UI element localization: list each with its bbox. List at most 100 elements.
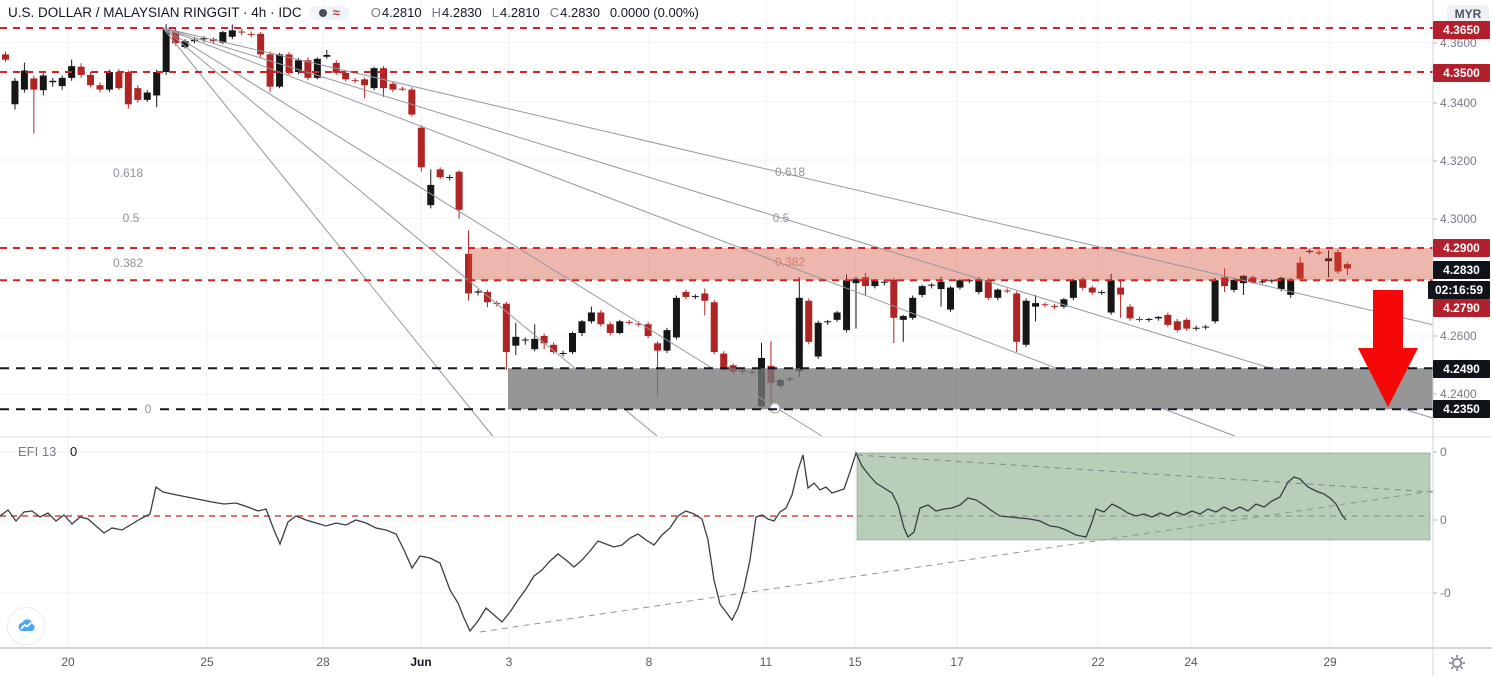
candle-body: [238, 31, 246, 33]
time-axis-label[interactable]: 8: [645, 655, 653, 669]
time-axis-label[interactable]: 22: [1091, 655, 1105, 669]
approx-data-icon: ≈: [332, 4, 340, 20]
candle-body: [257, 33, 265, 55]
candle-body: [30, 78, 38, 90]
candle-body: [720, 353, 728, 370]
candle-body: [58, 77, 66, 87]
candle-body: [1202, 326, 1210, 328]
candle-body: [701, 293, 709, 301]
time-axis-label[interactable]: 15: [848, 655, 862, 669]
demand-zone[interactable]: [508, 368, 1433, 410]
price-axis-label[interactable]: 4.2400: [1440, 387, 1477, 401]
timezone-settings-button[interactable]: [1447, 653, 1467, 673]
candle-body: [691, 296, 699, 298]
candle-body: [1060, 299, 1068, 307]
candle-body: [625, 321, 633, 323]
efi-axis-label[interactable]: -0: [1440, 586, 1451, 600]
price-axis-label[interactable]: 4.3200: [1440, 154, 1477, 168]
candle-body: [1145, 318, 1153, 320]
fib-fan-line[interactable]: [162, 27, 823, 437]
price-level-badge: 4.3500: [1433, 64, 1490, 82]
data-mode-pill[interactable]: ≈: [309, 4, 349, 20]
candle-body: [824, 321, 832, 323]
efi-axis-label[interactable]: 0: [1440, 445, 1447, 459]
cloud-chart-icon: [18, 619, 35, 631]
candle-body: [1183, 319, 1191, 329]
candle-body: [1334, 252, 1342, 272]
candle-body: [143, 92, 151, 100]
candle-body: [398, 88, 406, 90]
candle-body: [181, 41, 189, 48]
candle-body: [1296, 262, 1304, 279]
fib-level-label: 0.382: [112, 256, 144, 270]
candle-body: [361, 79, 369, 86]
time-axis-label[interactable]: 3: [505, 655, 513, 669]
fib-fan-line[interactable]: [162, 27, 1434, 419]
candle-body: [521, 339, 529, 341]
candle-body: [606, 324, 614, 334]
gear-icon: [1449, 655, 1465, 671]
candle-body: [1211, 280, 1219, 322]
down-arrow-annotation[interactable]: [1358, 290, 1418, 407]
candle-body: [947, 287, 954, 310]
candle-body: [928, 284, 936, 286]
candle-body: [1117, 287, 1125, 295]
candle-body: [1230, 279, 1238, 290]
candle-body: [597, 312, 605, 325]
fib-fan-line[interactable]: [162, 27, 658, 437]
candle-body: [285, 54, 293, 72]
candle-body: [49, 80, 57, 83]
candle-body: [1136, 318, 1143, 320]
candle-body: [833, 312, 841, 320]
candle-body: [1088, 287, 1096, 293]
efi-highlight-box[interactable]: [856, 452, 1431, 541]
candle-body: [294, 60, 302, 72]
candle-body: [899, 316, 907, 320]
time-axis-label[interactable]: 20: [61, 655, 75, 669]
market-status-dot-icon: [318, 8, 327, 17]
supply-zone[interactable]: [468, 247, 1433, 281]
time-axis-label[interactable]: Jun: [410, 655, 432, 669]
indicator-name: EFI 13: [18, 444, 57, 459]
candle-body: [342, 72, 350, 80]
fib-fan-line[interactable]: [162, 27, 493, 437]
change-value: 0.0000 (0.00%): [609, 5, 699, 20]
candle-body: [87, 74, 95, 86]
candle-body: [408, 89, 416, 115]
candle-body: [172, 30, 180, 44]
candle-body: [540, 335, 548, 344]
symbol-title[interactable]: U.S. DOLLAR / MALAYSIAN RINGGIT · 4h · I…: [8, 5, 302, 20]
candle-body: [644, 324, 652, 336]
publish-cloud-button[interactable]: [7, 607, 45, 645]
candle-body: [1013, 293, 1021, 342]
candle-body: [616, 321, 624, 334]
time-axis-label[interactable]: 24: [1184, 655, 1198, 669]
currency-badge[interactable]: MYR: [1447, 5, 1489, 23]
price-axis-label[interactable]: 4.3600: [1440, 36, 1477, 50]
fib-level-label: 0.618: [112, 166, 144, 180]
price-axis-label[interactable]: 4.3400: [1440, 96, 1477, 110]
symbol-legend[interactable]: U.S. DOLLAR / MALAYSIAN RINGGIT · 4h · I…: [8, 5, 699, 20]
indicator-legend[interactable]: EFI 13 0: [18, 444, 77, 459]
time-axis-label[interactable]: 17: [950, 655, 964, 669]
efi-descending-trendline[interactable]: [856, 454, 1434, 493]
time-axis-label[interactable]: 11: [759, 655, 773, 669]
candle-body: [1032, 303, 1040, 307]
fib-fan-line[interactable]: [162, 27, 1434, 326]
time-axis-label[interactable]: 29: [1323, 655, 1337, 669]
candle-body: [852, 278, 860, 284]
candle-body: [578, 321, 586, 334]
time-axis-label[interactable]: 28: [316, 655, 330, 669]
candle-body: [890, 279, 898, 318]
price-axis-label[interactable]: 4.2600: [1440, 329, 1477, 343]
candle-body: [134, 88, 142, 100]
price-axis-label[interactable]: 4.3000: [1440, 212, 1477, 226]
efi-axis-label[interactable]: 0: [1440, 513, 1447, 527]
candle-body: [1098, 291, 1106, 293]
candle-body: [11, 80, 19, 105]
time-axis-label[interactable]: 25: [200, 655, 214, 669]
candle-body: [124, 71, 132, 105]
fib-anchor-handle[interactable]: [769, 402, 781, 414]
candle-body: [1107, 280, 1115, 313]
